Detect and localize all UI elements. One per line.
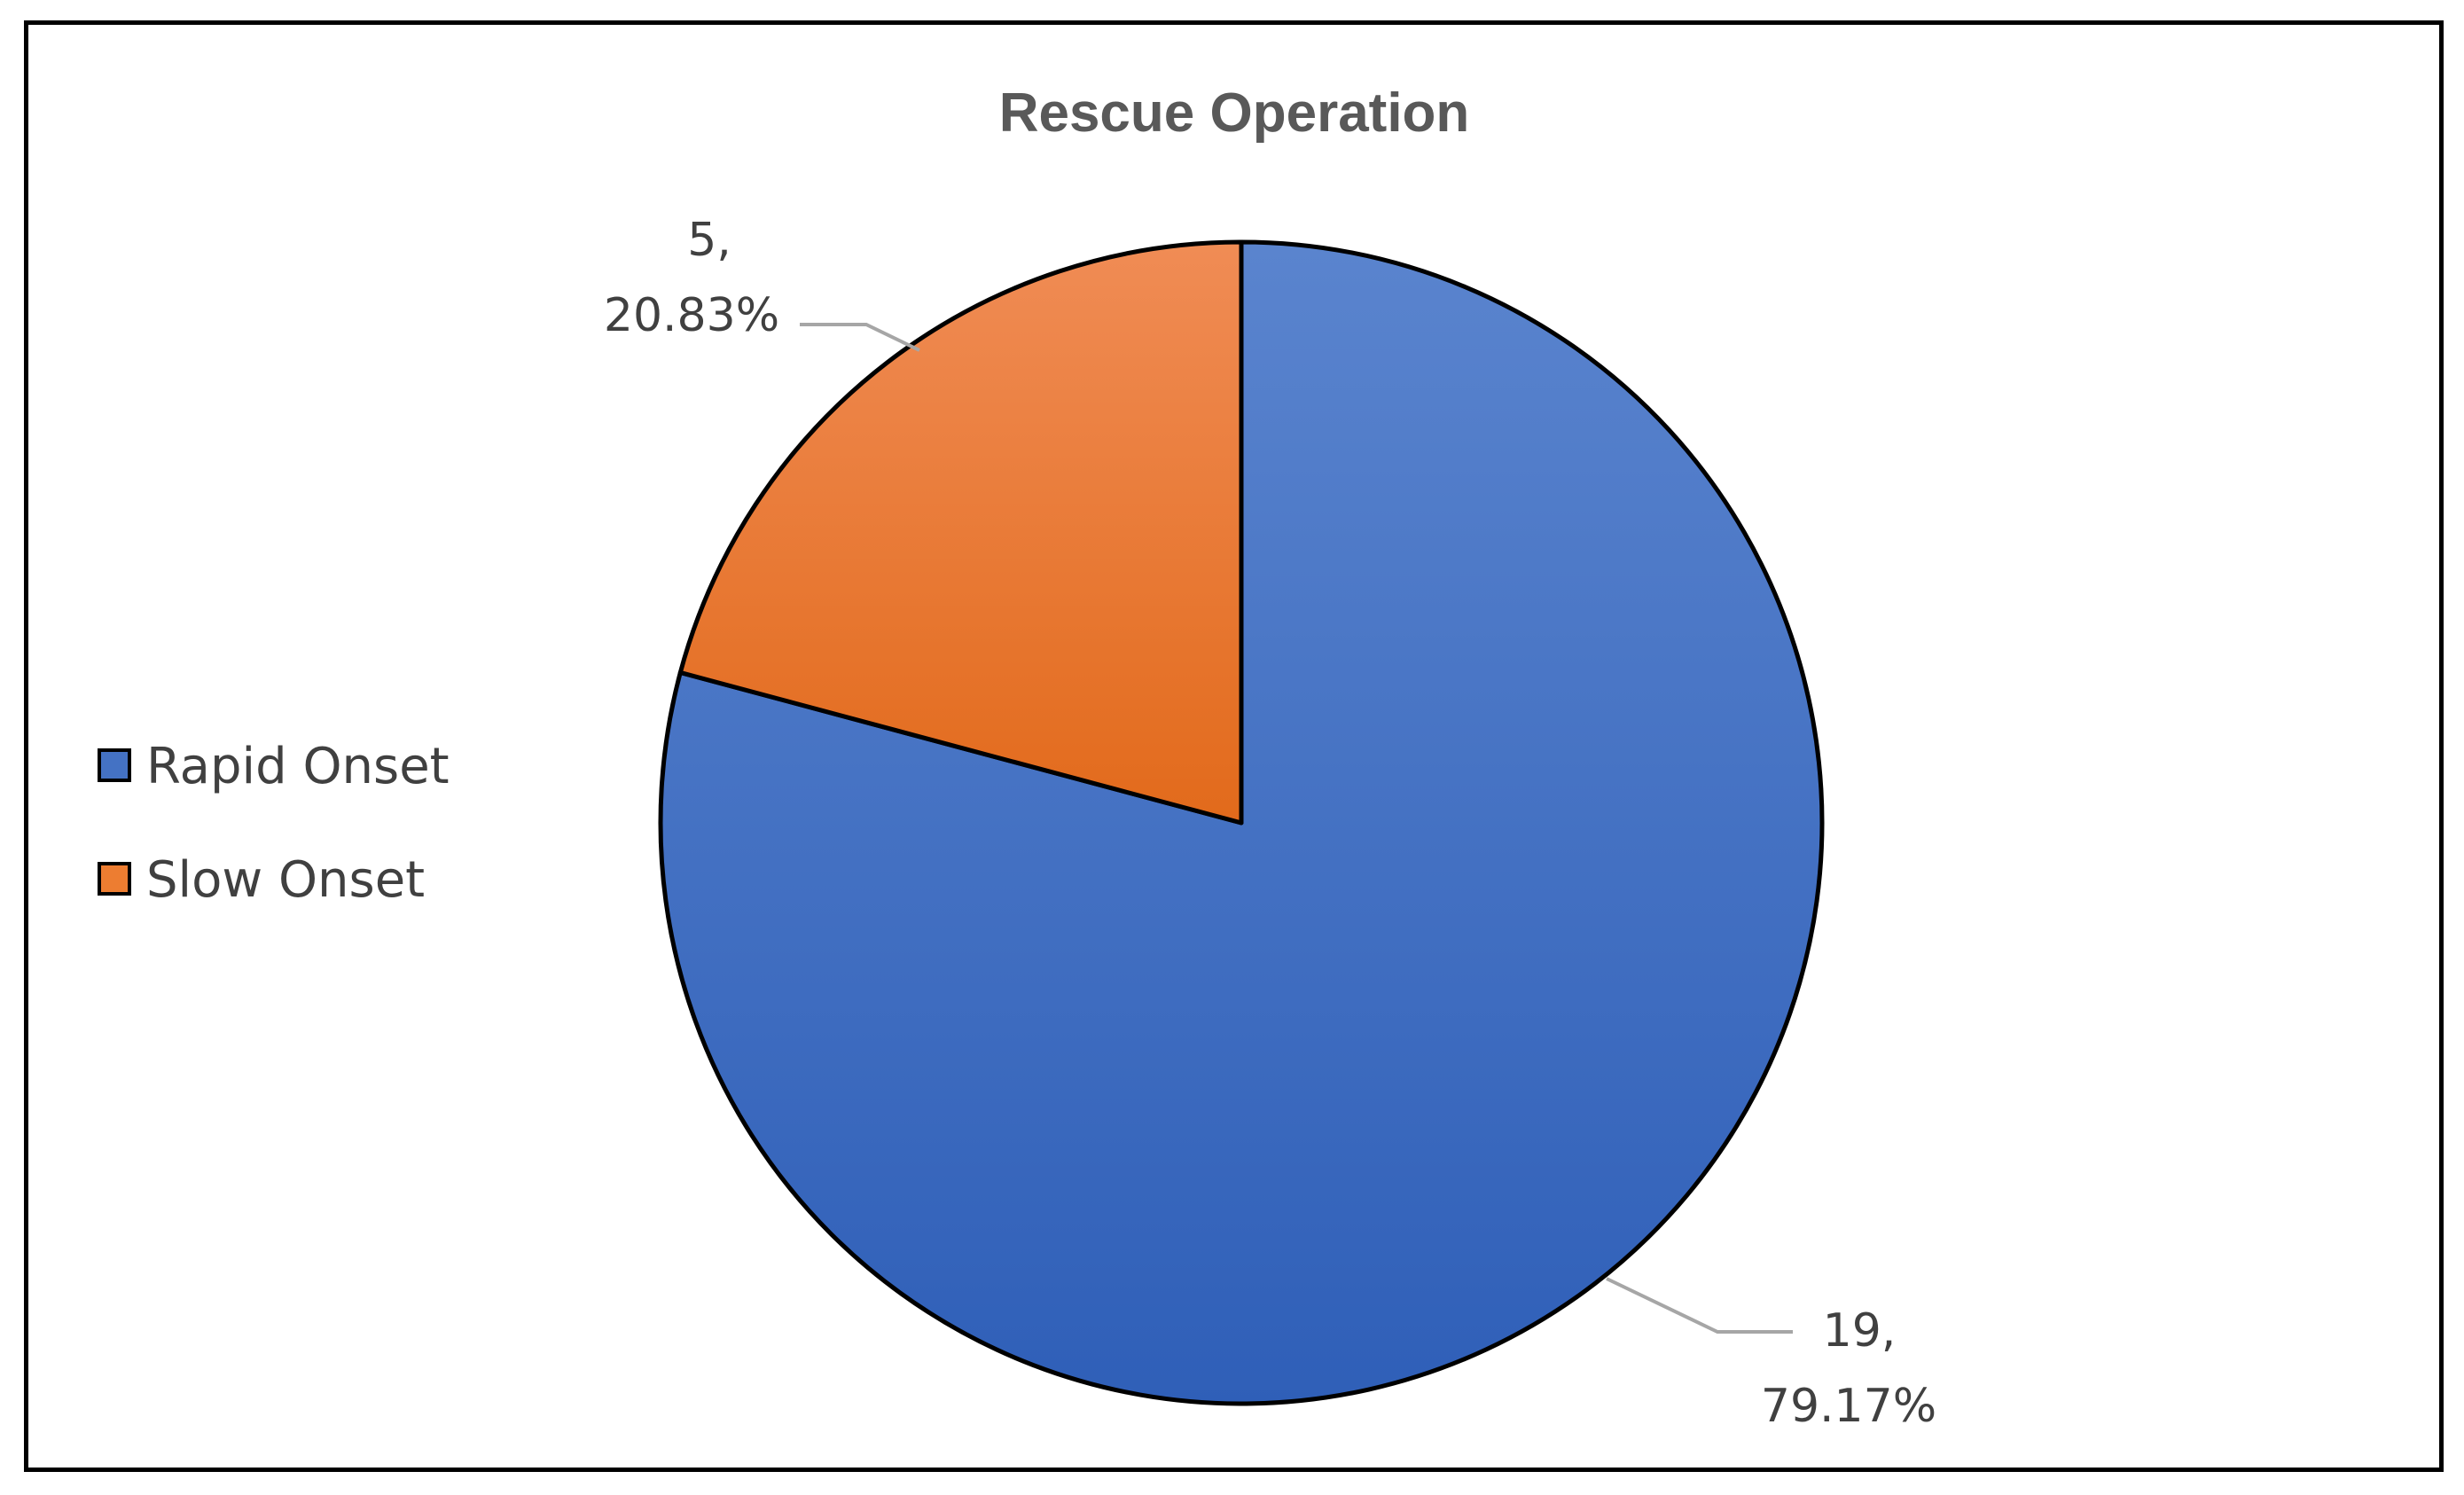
- legend: Rapid Onset Slow Onset: [98, 738, 450, 909]
- pie-slices: [658, 239, 1825, 1406]
- legend-swatch-slow-onset: [98, 862, 131, 896]
- leader-line-rapid-onset: [1606, 1277, 1793, 1334]
- pie-chart: Rescue Operation 5, 20.83% 19, 79.17% Ra…: [98, 82, 1936, 1433]
- legend-label-slow-onset: Slow Onset: [146, 851, 425, 909]
- chart-title: Rescue Operation: [999, 82, 1470, 144]
- slice-label-percent-rapid-onset: 79.17%: [1761, 1380, 1936, 1433]
- slice-label-percent-slow-onset: 20.83%: [604, 289, 779, 342]
- pie-slice-rapid-onset: [658, 239, 1825, 1406]
- chart-frame: Rescue Operation 5, 20.83% 19, 79.17% Ra…: [24, 20, 2444, 1472]
- slice-label-value-slow-onset: 5,: [687, 214, 731, 267]
- leader-line-slow-onset: [800, 323, 920, 352]
- slice-label-value-rapid-onset: 19,: [1823, 1304, 1897, 1358]
- legend-label-rapid-onset: Rapid Onset: [146, 738, 450, 795]
- pie-slice-slow-onset: [677, 239, 1244, 826]
- legend-swatch-rapid-onset: [98, 748, 131, 782]
